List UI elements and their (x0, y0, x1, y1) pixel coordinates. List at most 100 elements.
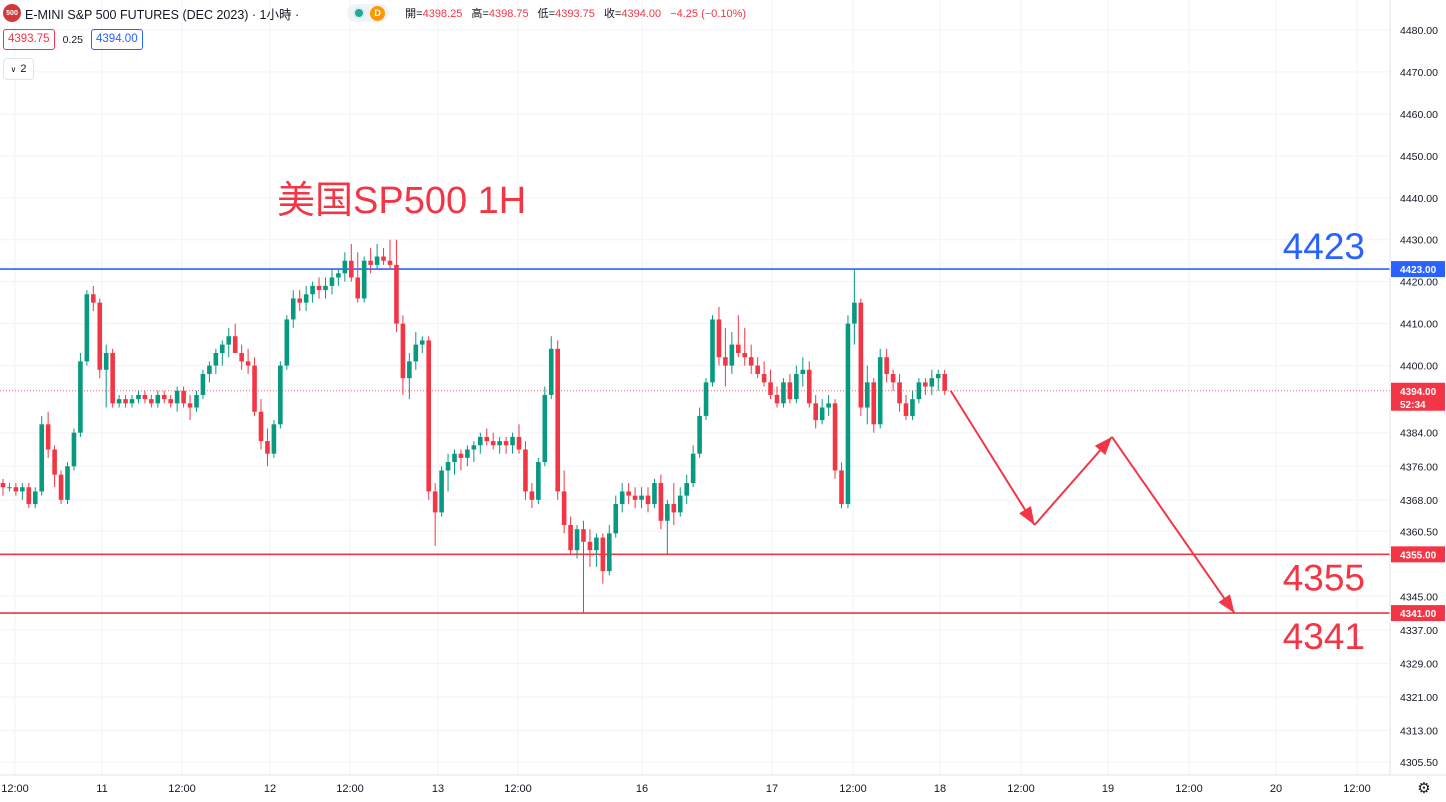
candle-body[interactable] (129, 399, 135, 404)
candle-body[interactable] (658, 483, 664, 521)
candle-body[interactable] (329, 277, 335, 286)
candle-body[interactable] (407, 361, 412, 379)
candle-body[interactable] (594, 537, 599, 551)
candle-body[interactable] (806, 369, 812, 404)
candle-body[interactable] (116, 399, 122, 404)
candle-body[interactable] (800, 369, 806, 374)
candle-body[interactable] (155, 394, 161, 404)
time-axis[interactable]: 12:00 11 12:00 12 12:00 13 12:00 16 17 12:00 18 12:… (0, 774, 1446, 802)
candle-body[interactable] (0, 483, 6, 488)
candle-body[interactable] (697, 415, 702, 454)
candle-body[interactable] (439, 470, 444, 513)
candle-body[interactable] (303, 294, 309, 303)
candle-body[interactable] (671, 504, 677, 513)
candle-body[interactable] (226, 336, 232, 345)
candle-body[interactable] (561, 491, 567, 525)
candle-body[interactable] (897, 382, 902, 404)
candle-body[interactable] (916, 382, 922, 400)
candle-body[interactable] (587, 541, 593, 551)
candle-body[interactable] (613, 504, 619, 534)
candle-body[interactable] (478, 436, 483, 446)
candle-body[interactable] (445, 462, 451, 471)
candle-body[interactable] (136, 394, 141, 400)
candle-body[interactable] (400, 323, 406, 379)
candle-body[interactable] (871, 382, 877, 425)
candle-body[interactable] (510, 436, 515, 446)
candle-body[interactable] (819, 407, 825, 421)
candle-body[interactable] (252, 365, 257, 412)
candle-body[interactable] (32, 491, 38, 505)
candle-body[interactable] (877, 357, 883, 425)
candle-body[interactable] (342, 260, 348, 274)
candle-body[interactable] (858, 302, 864, 408)
candle-body[interactable] (865, 382, 870, 408)
candle-body[interactable] (632, 495, 638, 500)
candle-body[interactable] (574, 529, 580, 551)
candle-body[interactable] (245, 361, 251, 366)
candle-body[interactable] (755, 365, 760, 374)
candle-body[interactable] (271, 424, 277, 454)
candle-body[interactable] (258, 411, 264, 442)
candle-body[interactable] (690, 453, 696, 484)
candle-body[interactable] (935, 373, 941, 379)
candle-body[interactable] (639, 495, 644, 500)
candle-body[interactable] (826, 403, 831, 408)
candle-body[interactable] (265, 441, 270, 454)
candle-body[interactable] (548, 348, 554, 395)
candle-body[interactable] (716, 319, 722, 358)
candle-body[interactable] (555, 348, 560, 492)
candle-body[interactable] (45, 424, 51, 450)
candle-body[interactable] (471, 445, 477, 450)
candle-body[interactable] (349, 260, 354, 278)
candle-body[interactable] (394, 264, 399, 324)
candle-body[interactable] (813, 403, 818, 421)
indicators-toggle-button[interactable]: ∨ 2 (3, 58, 34, 80)
candle-body[interactable] (7, 487, 12, 489)
candle-body[interactable] (832, 403, 838, 471)
candle-body[interactable] (703, 382, 709, 416)
candle-body[interactable] (684, 483, 689, 496)
candle-body[interactable] (568, 524, 573, 551)
candle-body[interactable] (923, 382, 928, 387)
candle-body[interactable] (419, 340, 425, 345)
candle-body[interactable] (84, 294, 90, 362)
buy-price-button[interactable]: 4394.00 (91, 29, 143, 50)
candle-body[interactable] (426, 340, 431, 492)
candlestick-series[interactable] (0, 239, 947, 614)
candle-body[interactable] (278, 365, 283, 425)
candle-body[interactable] (187, 403, 193, 408)
candle-body[interactable] (368, 260, 373, 265)
candle-body[interactable] (626, 491, 631, 496)
candle-body[interactable] (123, 399, 128, 404)
candle-body[interactable] (58, 474, 64, 500)
candle-body[interactable] (452, 453, 457, 463)
symbol-title[interactable]: E-MINI S&P 500 FUTURES (DEC 2023) · 1小時 … (25, 7, 300, 22)
candle-body[interactable] (181, 390, 186, 404)
gear-icon[interactable]: ⚙ (1417, 780, 1431, 797)
candle-body[interactable] (581, 529, 586, 542)
candle-body[interactable] (677, 495, 683, 513)
candle-body[interactable] (284, 319, 290, 366)
candle-body[interactable] (387, 260, 393, 265)
candle-body[interactable] (600, 537, 606, 572)
candle-body[interactable] (200, 373, 206, 395)
candle-body[interactable] (194, 394, 199, 408)
candle-body[interactable] (458, 453, 464, 458)
candle-body[interactable] (839, 470, 844, 505)
candle-body[interactable] (845, 323, 851, 505)
market-status-pill[interactable]: D (347, 4, 390, 22)
candle-body[interactable] (316, 285, 322, 291)
candle-body[interactable] (213, 352, 219, 366)
candle-body[interactable] (310, 285, 315, 295)
candle-body[interactable] (787, 382, 793, 400)
candle-body[interactable] (13, 487, 19, 492)
candle-body[interactable] (239, 352, 244, 362)
candle-body[interactable] (523, 449, 528, 492)
candle-body[interactable] (768, 382, 773, 395)
candle-body[interactable] (26, 487, 32, 505)
candle-body[interactable] (465, 449, 470, 458)
price-axis[interactable]: 4305.50 4313.00 4321.00 4329.00 4337.00 4345.… (1389, 0, 1446, 775)
price-levels[interactable] (0, 268, 1390, 614)
candle-body[interactable] (665, 504, 670, 521)
